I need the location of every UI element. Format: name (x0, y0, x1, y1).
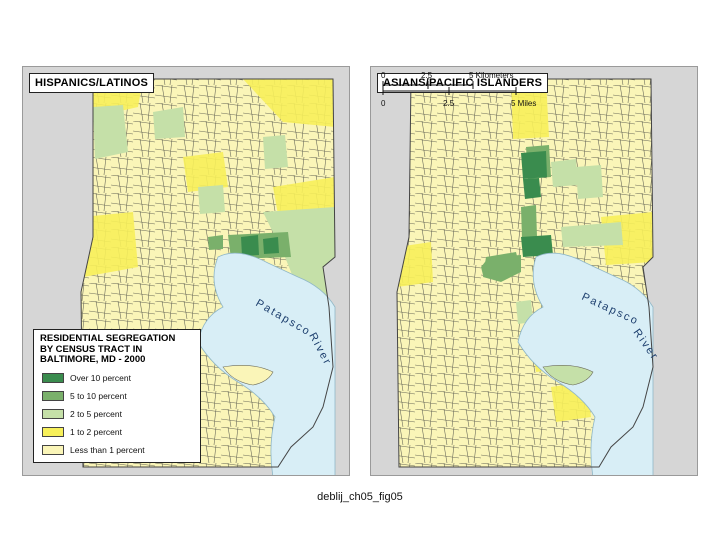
scale-mi-0: 0 (381, 99, 386, 108)
legend-item-less-1: Less than 1 percent (42, 444, 145, 456)
legend-swatch (42, 445, 64, 455)
scale-km-5: 5 Kilometers (469, 71, 513, 80)
legend-swatch (42, 409, 64, 419)
legend-label: Less than 1 percent (70, 445, 145, 455)
scale-bar: 0 2.5 5 Kilometers 0 2.5 5 Miles (381, 71, 536, 108)
figure-caption: deblij_ch05_fig05 (317, 491, 403, 503)
hispanic-map-title: HISPANICS/LATINOS (29, 73, 154, 93)
asian-map-panel: Patapsco River ASIANS/PACIFIC ISLANDERS … (370, 66, 698, 476)
hispanic-map-panel: Patapsco River HISPANICS/LATINOS RESIDEN… (22, 66, 350, 476)
legend-item-5-10: 5 to 10 percent (42, 390, 127, 402)
hispanic-map: Patapsco River (80, 78, 336, 475)
harbor-water (197, 252, 336, 475)
legend-label: 1 to 2 percent (70, 427, 122, 437)
harbor-water (517, 252, 654, 475)
legend-swatch (42, 427, 64, 437)
legend-title-line3: BALTIMORE, MD - 2000 (40, 354, 146, 365)
scale-mi-5: 5 Miles (511, 99, 536, 108)
legend-label: 5 to 10 percent (70, 391, 127, 401)
legend-swatch (42, 391, 64, 401)
scale-mi-2-5: 2.5 (443, 99, 455, 108)
city-boundary (80, 78, 336, 468)
city-boundary (396, 78, 654, 468)
legend-item-1-2: 1 to 2 percent (42, 426, 122, 438)
legend-item-over-10: Over 10 percent (42, 372, 131, 384)
scale-km-0: 0 (381, 71, 386, 80)
asian-map: Patapsco River (396, 78, 661, 475)
legend-item-2-5: 2 to 5 percent (42, 408, 122, 420)
asian-map-title: ASIANS/PACIFIC ISLANDERS (377, 73, 549, 93)
legend: RESIDENTIAL SEGREGATION BY CENSUS TRACT … (33, 329, 201, 463)
legend-label: Over 10 percent (70, 373, 131, 383)
legend-title-line2: BY CENSUS TRACT IN (40, 343, 143, 355)
legend-swatch (42, 373, 64, 383)
legend-label: 2 to 5 percent (70, 409, 122, 419)
scale-km-2-5: 2.5 (421, 71, 433, 80)
legend-title-line1: RESIDENTIAL SEGREGATION (40, 333, 176, 344)
